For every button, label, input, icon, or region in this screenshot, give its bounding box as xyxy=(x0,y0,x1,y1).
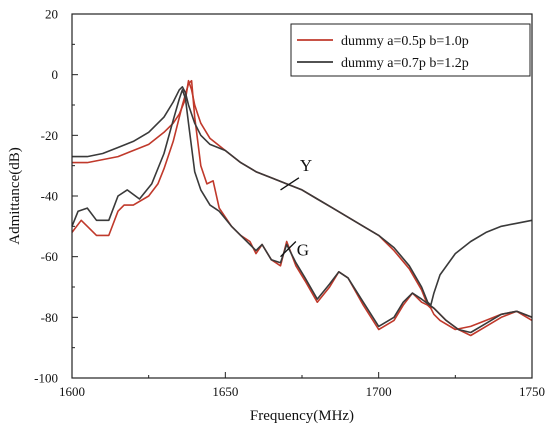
axis-tick-labels: 1600 1650 1700 1750 -100 -80 -60 -40 -20 0 20 xyxy=(34,7,545,400)
legend-box xyxy=(290,23,531,77)
series-curves xyxy=(71,79,533,337)
x-axis-label: Frequency(MHz) xyxy=(250,408,354,424)
series-1-g-line xyxy=(71,79,533,337)
y-tick-label: 0 xyxy=(52,67,59,82)
y-axis-label: Admittance(dB) xyxy=(7,147,23,244)
annotation-y: Y xyxy=(300,156,312,175)
x-tick-label: 1600 xyxy=(59,384,85,399)
y-tick-label: -60 xyxy=(41,249,58,264)
axis-ticks xyxy=(71,13,533,379)
curve-annotations: YG xyxy=(280,156,312,260)
series-2-y-line xyxy=(72,86,533,306)
legend-items: dummy a=0.5p b=1.0p dummy a=0.7p b=1.2p xyxy=(297,34,469,71)
y-tick-label: -40 xyxy=(41,189,58,204)
series-2-g-line xyxy=(71,89,533,334)
x-tick-label: 1700 xyxy=(366,384,392,399)
y-tick-label: 20 xyxy=(45,7,58,22)
legend: dummy a=0.5p b=1.0p dummy a=0.7p b=1.2p xyxy=(290,23,531,77)
y-tick-label: -80 xyxy=(41,310,58,325)
legend-label: dummy a=0.5p b=1.0p xyxy=(341,34,469,49)
y-tick-label: -100 xyxy=(34,371,58,386)
legend-label: dummy a=0.7p b=1.2p xyxy=(341,56,469,71)
annotation-leader-g xyxy=(280,241,297,258)
x-tick-label: 1750 xyxy=(519,384,545,399)
x-tick-label: 1650 xyxy=(212,384,238,399)
annotation-leader-y xyxy=(280,177,300,191)
y-tick-label: -20 xyxy=(41,128,58,143)
annotation-g: G xyxy=(297,241,309,260)
